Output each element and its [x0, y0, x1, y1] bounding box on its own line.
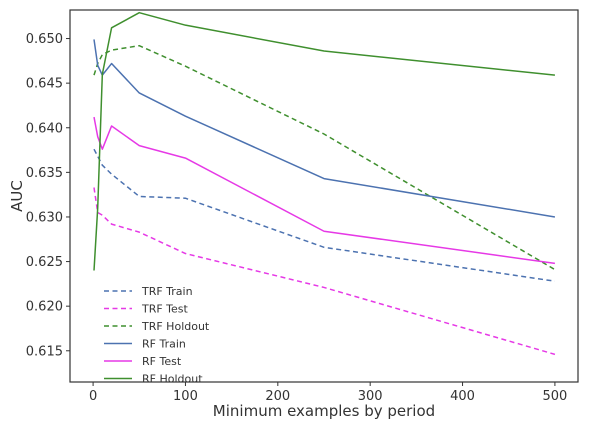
legend-label: RF Holdout	[142, 373, 203, 386]
x-tick-label: 200	[265, 389, 290, 404]
legend: TRF Train TRF Test TRF Holdout RF Train RF T…	[104, 285, 210, 386]
x-tick-label: 300	[358, 389, 383, 404]
x-axis-ticks: 0 100 200 300 400 500	[89, 382, 567, 404]
y-tick-label: 0.635	[26, 166, 63, 181]
series-line-rf-test	[93, 116, 556, 265]
legend-label: TRF Holdout	[141, 320, 210, 333]
legend-label: TRF Train	[141, 285, 193, 298]
x-tick-label: 400	[450, 389, 475, 404]
x-tick-label: 0	[89, 389, 97, 404]
y-tick-label: 0.625	[26, 255, 63, 270]
series-lines	[93, 11, 556, 356]
y-tick-label: 0.640	[26, 121, 63, 136]
y-tick-label: 0.615	[26, 344, 63, 359]
series-line-trf-train	[93, 148, 556, 282]
series-line-rf-train	[93, 39, 556, 218]
y-tick-label: 0.630	[26, 210, 63, 225]
y-tick-label: 0.620	[26, 300, 63, 315]
x-axis-title: Minimum examples by period	[213, 402, 435, 420]
series-line-rf-holdout	[93, 11, 555, 271]
legend-label: TRF Test	[141, 303, 189, 316]
x-tick-label: 100	[173, 389, 198, 404]
y-axis-title: AUC	[8, 180, 26, 212]
plot-area	[69, 9, 579, 383]
series-line-trf-test	[93, 187, 556, 356]
series-line-trf-holdout	[93, 44, 556, 271]
x-tick-label: 500	[542, 389, 567, 404]
legend-label: RF Test	[142, 355, 182, 368]
y-tick-label: 0.645	[26, 77, 63, 92]
y-tick-label: 0.650	[26, 32, 63, 47]
y-axis-ticks: 0.615 0.620 0.625 0.630 0.635 0.640 0.645 0.650	[26, 32, 70, 359]
legend-label: RF Train	[142, 338, 186, 351]
